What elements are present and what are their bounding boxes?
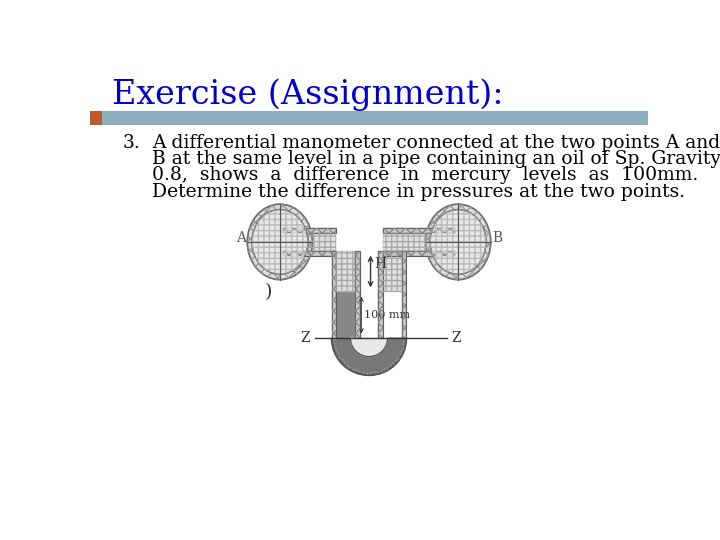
Text: 3.: 3. xyxy=(122,134,140,152)
Bar xyxy=(355,251,360,338)
Bar xyxy=(336,251,355,292)
Bar xyxy=(283,233,336,251)
Text: A differential manometer connected at the two points A and: A differential manometer connected at th… xyxy=(152,134,720,152)
Bar xyxy=(402,251,406,338)
Ellipse shape xyxy=(252,210,307,274)
Text: B at the same level in a pipe containing an oil of Sp. Gravity: B at the same level in a pipe containing… xyxy=(152,150,720,168)
Text: 100 mm: 100 mm xyxy=(364,310,410,320)
Bar xyxy=(283,233,336,251)
Bar xyxy=(283,251,336,256)
Ellipse shape xyxy=(248,204,312,280)
Text: Exercise (Assignment):: Exercise (Assignment): xyxy=(112,79,503,111)
Bar xyxy=(383,251,402,292)
Bar xyxy=(378,251,383,338)
Bar xyxy=(283,251,336,256)
Bar xyxy=(283,228,336,233)
Bar xyxy=(402,251,406,338)
Text: Z: Z xyxy=(451,331,461,345)
Ellipse shape xyxy=(431,210,486,274)
Text: Z: Z xyxy=(300,331,310,345)
Text: B: B xyxy=(492,231,503,245)
Bar xyxy=(383,228,455,233)
Polygon shape xyxy=(351,338,387,356)
Text: 0.8,  shows  a  difference  in  mercury  levels  as  100mm.: 0.8, shows a difference in mercury level… xyxy=(152,166,698,185)
Bar xyxy=(336,292,355,338)
Bar xyxy=(283,228,336,233)
Bar xyxy=(332,251,336,338)
Bar xyxy=(90,111,648,125)
Bar xyxy=(378,251,383,338)
Bar xyxy=(90,111,102,125)
Bar xyxy=(332,251,336,338)
Text: Determine the difference in pressures at the two points.: Determine the difference in pressures at… xyxy=(152,183,685,201)
Bar xyxy=(383,228,455,233)
Bar xyxy=(355,251,360,338)
Text: H: H xyxy=(374,257,387,271)
Bar xyxy=(383,233,455,251)
Bar xyxy=(336,251,355,292)
Bar xyxy=(383,251,402,292)
Bar xyxy=(383,233,455,251)
Ellipse shape xyxy=(426,204,490,280)
Bar xyxy=(383,251,455,256)
Text: ): ) xyxy=(264,283,272,301)
Polygon shape xyxy=(332,338,406,375)
Text: A: A xyxy=(235,231,246,245)
Bar xyxy=(383,251,455,256)
